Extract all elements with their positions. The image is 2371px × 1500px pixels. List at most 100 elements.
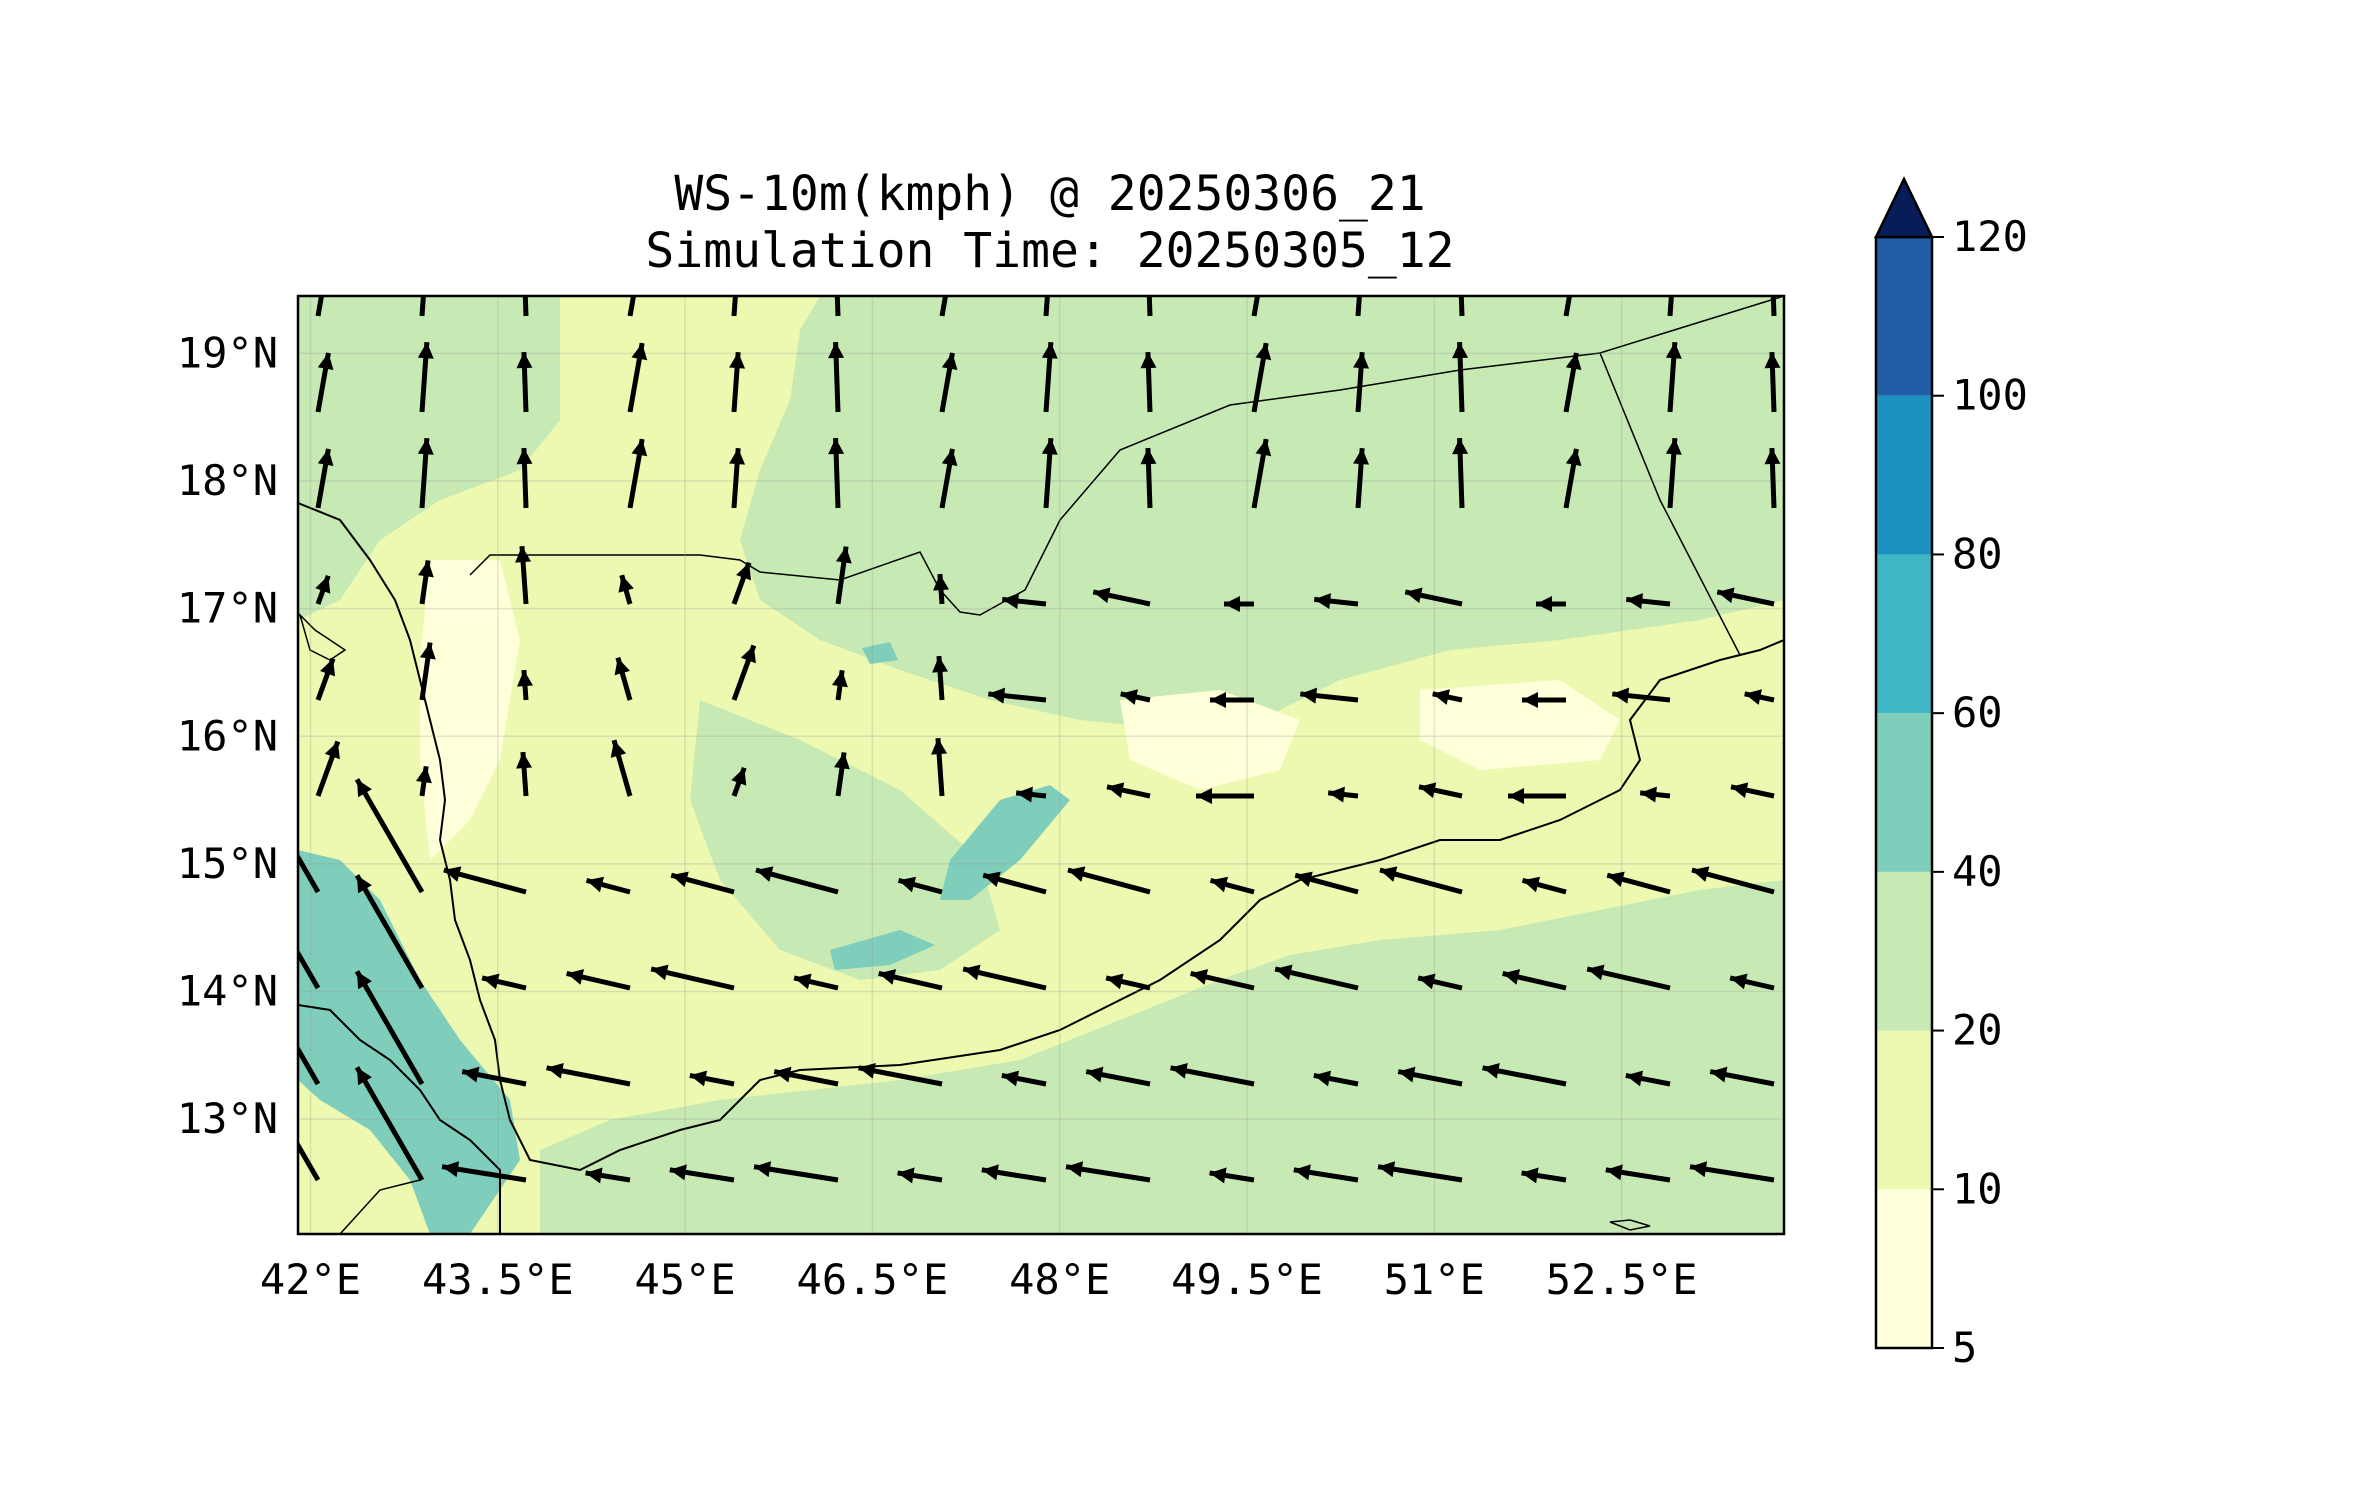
colorbar-segment [1876,1030,1932,1190]
wind-arrow-head [1140,352,1157,369]
colorbar-segment [1876,871,1932,1031]
wind-arrow-head [1106,782,1125,799]
wind-arrow-head [1314,593,1331,610]
interior-strong-wind [940,785,1070,900]
wind-arrow-head [324,741,340,760]
wind-arrow-head [253,1067,268,1085]
wind-arrow-head [1521,1167,1539,1184]
wind-arrow-head [729,352,746,369]
yemen-oman-border [1599,352,1741,656]
wind-vectors [253,246,1781,1184]
wind-arrow-shaft [627,296,637,317]
wind-arrow-head [981,1164,999,1181]
low-wind-patch-west [420,560,520,860]
colorbar-tick-labels: 5 10 20 40 60 80 100 120 [1932,212,2028,1372]
wind-arrow-head [1625,1070,1644,1087]
wind-arrow-head [1452,246,1468,262]
wind-arrow-head [1612,687,1630,704]
wind-arrow-head [731,767,747,786]
lon-tick-label: 42°E [260,1255,361,1304]
wind-arrow-shaft [1043,296,1050,317]
wind-arrow-head [878,969,897,985]
wind-arrow-head [671,871,689,888]
wind-arrow-head [1418,973,1436,990]
wind-arrow-head [253,779,268,797]
wind-arrow-head [931,738,948,755]
wind-arrow-head [1170,1062,1188,1079]
socotra-edge [1609,1219,1651,1231]
wind-arrow-head [1566,257,1582,274]
wind-arrow-head [963,964,981,981]
wind-arrow-head [898,876,917,893]
wind-arrow-head [932,656,949,673]
wind-arrow-shaft [522,296,529,317]
wind-arrow-head [320,658,336,677]
red-sea-strong-wind [298,850,520,1234]
wind-arrow-head [1666,246,1682,263]
wind-arrow-head [482,973,500,990]
lat-tick-label: 15°N [177,839,278,888]
wind-arrow-head [1452,438,1469,455]
wind-arrow-head [1730,973,1748,990]
wind-arrow-head [317,448,334,467]
colorbar-segment [1876,713,1932,872]
wind-arrow-head [983,871,1001,888]
wind-arrow-head [1640,786,1657,803]
wind-arrow-head [1328,786,1345,803]
wind-arrow-head [417,438,434,455]
wind-arrow-head [988,687,1006,704]
colorbar-segment [1876,237,1932,396]
colorbar-segment [1876,395,1932,555]
wind-arrow-head [318,257,334,274]
colorbar-tick-label: 80 [1952,529,2003,578]
wind-arrow-shaft [298,1044,321,1086]
wind-arrow-shaft [298,948,321,990]
wind-arrow-head [1275,964,1293,981]
wind-arrow-head [736,562,752,581]
eritrea-ethiopia-border [339,1179,421,1234]
lon-tick-label: 45°E [635,1255,736,1304]
wind-arrow-head [1398,1066,1416,1083]
wind-arrow-head [631,343,648,361]
wind-arrow-head [1691,866,1710,882]
wind-arrow-head [1255,439,1272,457]
wind-arrow-shaft [354,778,425,894]
wind-arrow-head [729,256,745,273]
wind-arrow-head [1295,871,1313,888]
wind-arrow-head [832,670,848,688]
interior-strong-wind-2 [830,930,935,970]
colorbar-tick-label: 60 [1952,688,2003,737]
wind-arrow-shaft [1770,296,1777,317]
wind-arrow-head [1120,689,1138,705]
wind-arrow-head [1605,1164,1623,1181]
wind-arrow-head [1190,969,1209,985]
wind-arrow-head [1536,596,1552,612]
lon-tick-label: 49.5°E [1171,1255,1323,1304]
wind-arrow-head [357,1067,372,1086]
wind-arrow-head [754,1161,772,1178]
colorbar-tick-label: 120 [1952,212,2028,261]
wind-arrow-shaft [354,1066,425,1182]
wind-arrow-head [1016,786,1033,803]
wind-arrow-head [417,560,434,578]
wind-arrow-head [729,448,746,465]
colorbar-tick-label: 20 [1952,1006,2003,1055]
colorbar-tick-label: 100 [1952,371,2028,420]
wind-arrow-head [1067,866,1086,882]
wind-arrow-shaft [1355,296,1362,317]
wind-arrow-head [357,779,372,798]
wind-arrow-shaft [354,970,425,1086]
wind-arrow-head [517,670,534,687]
colorbar-tick-label: 5 [1952,1323,1977,1372]
lat-tick-label: 19°N [177,328,278,377]
wind-arrow-head [1041,438,1058,455]
wind-arrow-head [1565,352,1582,371]
wind-arrow-head [462,1066,480,1083]
lat-tick-label: 13°N [177,1094,278,1143]
wind-arrow-head [1353,448,1370,465]
wind-arrow-head [1224,596,1240,612]
wind-arrow-head [1764,448,1781,465]
wind-arrow-head [1717,587,1735,604]
wind-arrow-shaft [834,296,841,317]
lat-tick-label: 16°N [177,711,278,760]
